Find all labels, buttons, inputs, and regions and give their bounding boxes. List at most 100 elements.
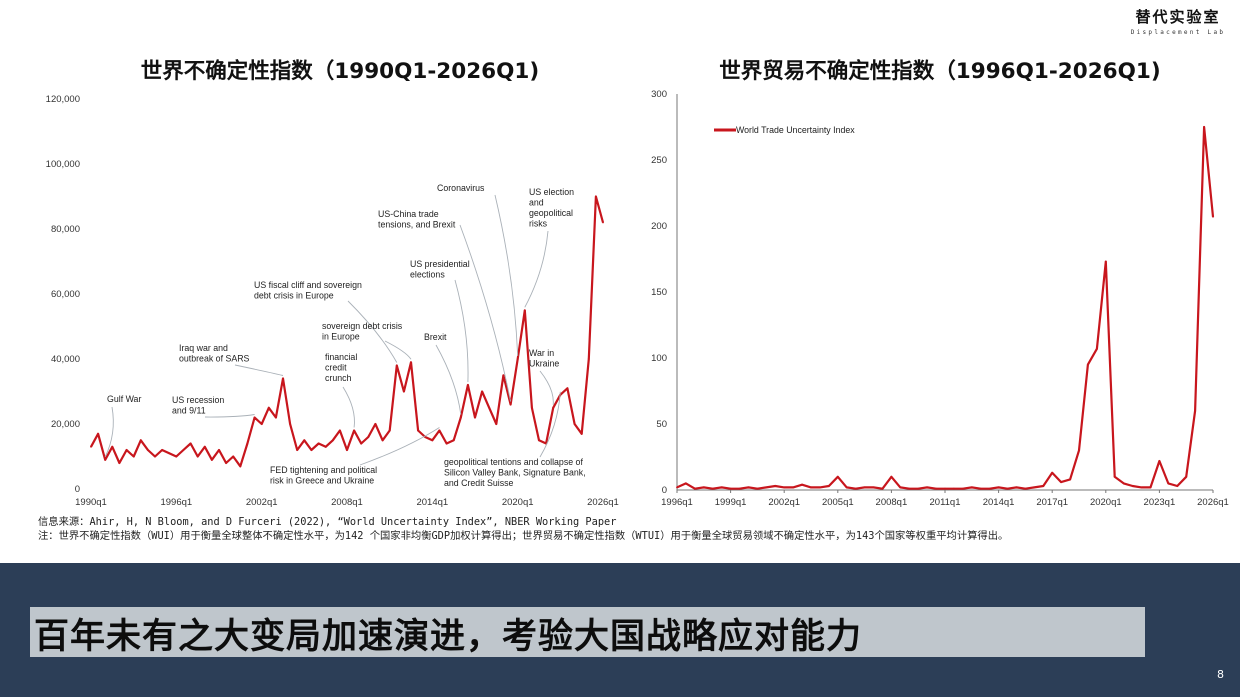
annotation-leader [459, 224, 512, 402]
data-point [836, 475, 839, 478]
world-uncertainty-chart: 0 20,000 40,000 60,000 80,000 100,000 120,000 1… [46, 94, 619, 508]
data-point [747, 486, 750, 489]
annotation-label: US election and geopolitical risks [529, 187, 574, 229]
y-tick-label: 80,000 [51, 224, 80, 235]
data-point [339, 429, 341, 432]
legend-label: World Trade Uncertainty Index [736, 125, 855, 135]
data-point [552, 406, 555, 409]
data-point [523, 309, 526, 312]
x-tick-label: 2014q1 [983, 497, 1015, 508]
brand-name-cn: 替代实验室 [1135, 8, 1221, 26]
annotation-label: geopolitical tentions and collapse of Sil… [444, 457, 586, 488]
data-point [566, 387, 569, 390]
y-tick-label: 200 [651, 221, 667, 232]
data-point [97, 432, 99, 435]
annotation-leader [384, 340, 412, 360]
annotation-label: Iraq war and outbreak of SARS [179, 343, 250, 364]
data-point [175, 455, 178, 458]
data-point [756, 487, 759, 490]
annotation-leader [359, 427, 440, 466]
x-tick-label: 1990q1 [75, 497, 107, 508]
annotation-label: FED tightening and political risk in Gree… [270, 465, 377, 486]
annotation-label: financial credit crunch [325, 352, 357, 383]
data-point [90, 445, 92, 448]
data-point [872, 486, 875, 489]
data-point [324, 445, 327, 448]
y-tick-label: 60,000 [51, 289, 80, 300]
x-tick-label: 2023q1 [1144, 497, 1176, 508]
data-point [253, 416, 256, 419]
x-tick-label: 2008q1 [331, 497, 363, 508]
brand-logo: 替代实验室 Displacement Lab [1128, 6, 1228, 36]
data-point [1113, 475, 1116, 478]
data-point [1176, 485, 1179, 487]
annotation-leader [342, 386, 355, 428]
notes-block: 信息来源：Ahir, H, N Bloom, and D Furceri (20… [38, 516, 1223, 543]
world-trade-uncertainty-chart: 0 50 100 150 200 250 300 1996q1 1999q1 2002q1 2005… [651, 89, 1229, 508]
data-point [1185, 475, 1188, 478]
data-point [881, 487, 884, 490]
data-point [104, 458, 107, 461]
data-point [360, 442, 363, 445]
data-point [381, 439, 384, 442]
data-point [1122, 482, 1125, 485]
data-point [310, 449, 313, 451]
series-line [676, 125, 1215, 490]
data-point [819, 486, 821, 489]
data-point [1015, 486, 1018, 489]
left-chart-title: 世界不确定性指数（1990Q1-2026Q1) [140, 59, 540, 84]
y-tick-label: 300 [651, 89, 667, 100]
data-point [388, 429, 391, 432]
annotation-leader [494, 194, 519, 357]
data-point [595, 195, 597, 198]
data-point [246, 442, 249, 445]
annotation-leader [204, 414, 255, 418]
data-point [1078, 449, 1080, 452]
data-point [282, 377, 284, 380]
data-point [890, 475, 893, 478]
data-point [729, 487, 732, 490]
x-tick-label: 2020q1 [1090, 497, 1122, 508]
y-tick-label: 100 [651, 353, 667, 364]
data-point [509, 403, 512, 406]
annotation-label: Brexit [424, 332, 447, 342]
x-tick-label: 2014q1 [416, 497, 448, 508]
data-point [602, 221, 604, 224]
x-tick-label: 2026q1 [1197, 497, 1229, 508]
data-point [403, 390, 405, 393]
data-point [1140, 486, 1143, 489]
data-point [1131, 485, 1134, 487]
data-point [580, 432, 583, 435]
annotation-label: sovereign debt crisis in Europe [322, 321, 403, 342]
data-point [783, 486, 786, 489]
annotation-label: Gulf War [107, 394, 141, 404]
annotation-leader [435, 344, 462, 415]
data-point [694, 487, 696, 490]
y-tick-label: 120,000 [46, 94, 80, 105]
data-point [685, 482, 687, 485]
right-chart-title: 世界贸易不确定性指数（1996Q1-2026Q1) [719, 59, 1161, 84]
data-point [702, 486, 705, 489]
data-point [225, 462, 228, 464]
data-point [275, 416, 277, 419]
data-point [587, 358, 590, 360]
data-point [431, 439, 434, 442]
data-point [346, 449, 348, 451]
annotation-leader [539, 391, 561, 458]
data-point [438, 429, 441, 432]
data-point [1096, 347, 1098, 350]
data-point [573, 423, 576, 425]
data-point [417, 429, 419, 432]
data-point [481, 390, 483, 393]
caption-text: 百年未有之大变局加速演进，考验大国战略应对能力 [34, 617, 863, 657]
data-point [1167, 482, 1170, 485]
data-point [147, 449, 149, 451]
data-point [1104, 260, 1107, 263]
caption-strip [30, 607, 1145, 657]
data-point [232, 455, 235, 458]
annotation-label: US recession and 9/11 [172, 395, 224, 416]
data-point [863, 486, 866, 489]
data-point [810, 486, 812, 489]
data-point [1087, 363, 1089, 366]
data-point [1060, 481, 1062, 483]
